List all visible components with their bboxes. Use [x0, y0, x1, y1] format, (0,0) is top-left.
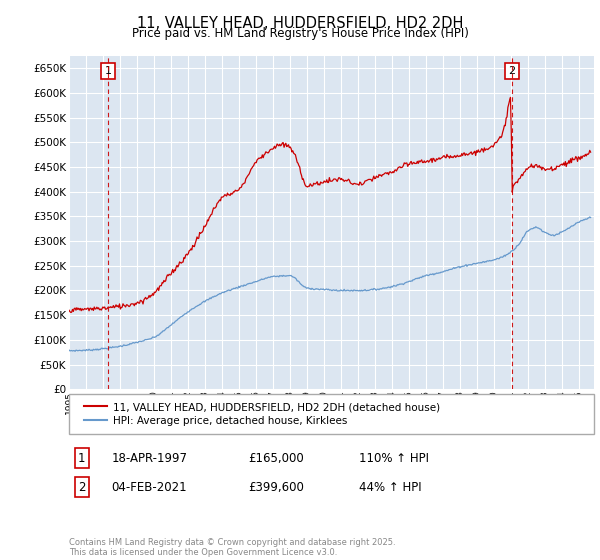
Text: 18-APR-1997: 18-APR-1997 [112, 451, 188, 465]
Text: 2: 2 [509, 66, 515, 76]
Text: £399,600: £399,600 [248, 480, 304, 494]
Text: 04-FEB-2021: 04-FEB-2021 [112, 480, 187, 494]
Text: Contains HM Land Registry data © Crown copyright and database right 2025.
This d: Contains HM Land Registry data © Crown c… [69, 538, 395, 557]
Text: £165,000: £165,000 [248, 451, 304, 465]
Text: Price paid vs. HM Land Registry's House Price Index (HPI): Price paid vs. HM Land Registry's House … [131, 27, 469, 40]
Text: 1: 1 [104, 66, 112, 76]
Text: 110% ↑ HPI: 110% ↑ HPI [359, 451, 429, 465]
Text: 2: 2 [78, 480, 85, 494]
Legend: 11, VALLEY HEAD, HUDDERSFIELD, HD2 2DH (detached house), HPI: Average price, det: 11, VALLEY HEAD, HUDDERSFIELD, HD2 2DH (… [79, 398, 444, 430]
Text: 11, VALLEY HEAD, HUDDERSFIELD, HD2 2DH: 11, VALLEY HEAD, HUDDERSFIELD, HD2 2DH [137, 16, 463, 31]
Text: 44% ↑ HPI: 44% ↑ HPI [359, 480, 421, 494]
Text: 1: 1 [78, 451, 85, 465]
